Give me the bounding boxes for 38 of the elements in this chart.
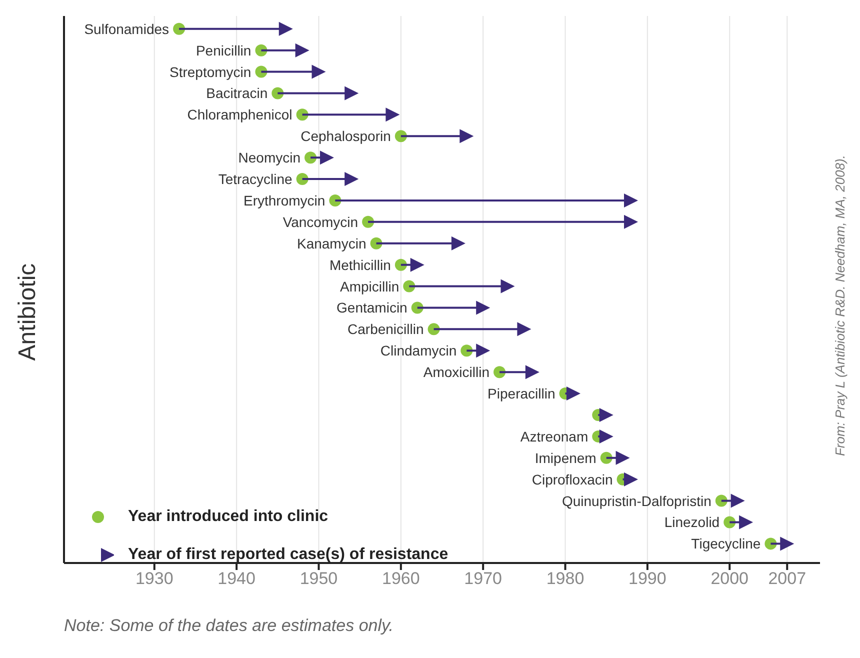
y-axis-title: Antibiotic <box>14 262 42 363</box>
y-tick-label: Aztreonam <box>520 428 588 444</box>
x-tick-label: 1930 <box>135 569 174 588</box>
y-tick-label: Penicillin <box>196 42 252 58</box>
text: Note: Some of the dates are estimates only. <box>64 616 394 636</box>
y-tick-label: Vancomycin <box>282 214 358 230</box>
y-tick-label: Kanamycin <box>296 235 366 252</box>
x-tick-label: 1990 <box>628 569 666 588</box>
y-tick-label: Clindamycin <box>380 342 457 359</box>
y-tick-label: Piperacillin <box>488 386 556 402</box>
x-tick-label: 1970 <box>464 569 502 588</box>
y-tick-label: Chloramphenicol <box>187 106 292 123</box>
y-tick-label: Imipenem <box>534 450 596 466</box>
legend-label: Year introduced into clinic <box>128 508 328 526</box>
x-tick-label: 1940 <box>218 569 256 588</box>
y-tick-label: Tetracycline <box>218 171 293 188</box>
y-tick-label: Bacitracin <box>206 85 268 102</box>
legend-label: Year of first reported case(s) of resistance <box>128 546 448 564</box>
x-tick-label: 2000 <box>710 569 749 588</box>
x-tick-label: 1950 <box>300 569 338 588</box>
y-tick-label: Ciprofloxacin <box>532 471 613 488</box>
y-tick-label: Streptomycin <box>170 64 252 80</box>
y-tick-label: Methicillin <box>329 256 391 273</box>
x-tick-label: 1960 <box>382 569 420 588</box>
y-tick-label: Ampicillin <box>340 278 400 294</box>
y-tick-label: Gentamicin <box>336 300 408 316</box>
y-tick-label: Erythromycin <box>243 192 326 208</box>
y-tick-label: Cephalosporin <box>300 128 391 144</box>
y-tick-label: Neomycin <box>238 150 301 166</box>
y-tick-label: Tigecycline <box>691 536 761 552</box>
y-tick-label: Sulfonamides <box>84 20 170 37</box>
x-tick-label: 1980 <box>546 569 584 588</box>
y-tick-label: Amoxicillin <box>423 364 490 380</box>
y-tick-label: Linezolid <box>664 514 720 530</box>
text: From: Pray L (Antibiotic R&D. Needham, MA, 2008). <box>832 154 848 458</box>
y-tick-label: Quinupristin-Dalfopristin <box>562 492 712 509</box>
y-tick-label: Carbenicillin <box>348 321 424 338</box>
x-tick-label: 2007 <box>768 569 806 588</box>
